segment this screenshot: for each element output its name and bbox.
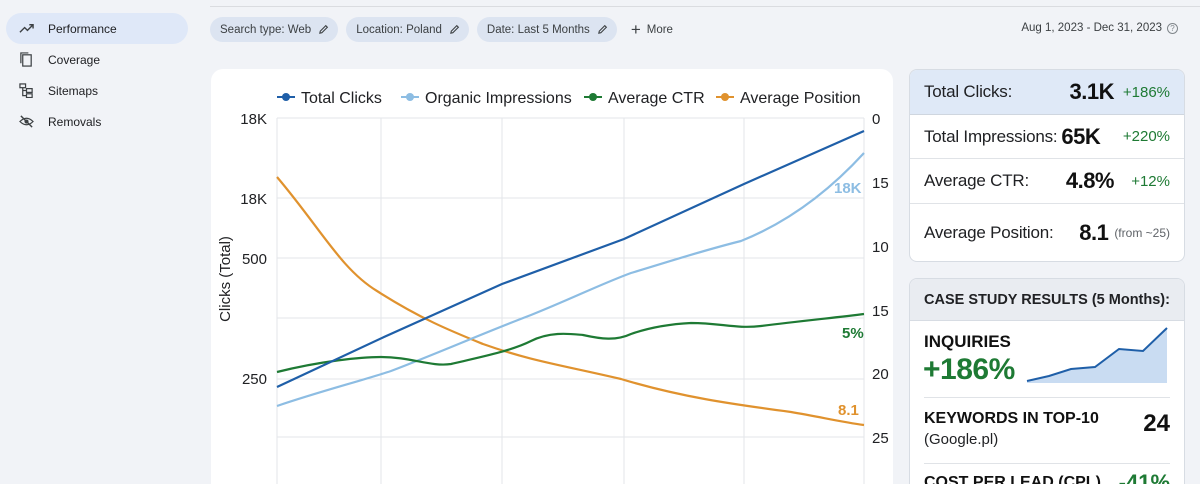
keywords-sub: (Google.pl) [924,431,999,448]
y-tick-label-left: 250 [242,371,267,388]
y-tick-label-right: 10 [872,239,889,256]
summary-stats-card: Total Clicks: 3.1K +186% Total Impressio… [909,69,1185,262]
edit-icon [318,24,329,35]
legend-label: Total Clicks [301,90,382,107]
stat-average-position: Average Position: 8.1 (from ~25) [910,204,1184,261]
filter-chip-location[interactable]: Location: Poland [346,17,469,42]
legend-label: Organic Impressions [425,90,572,107]
help-icon[interactable]: ? [1167,22,1178,34]
keywords-value: 24 [1143,410,1170,437]
date-range: Aug 1, 2023 - Dec 31, 2023 ? [1021,22,1178,34]
series-end-label: 8.1 [838,402,859,419]
stat-value: 8.1 [1079,220,1109,245]
cpl-value: -41% [1118,470,1170,484]
more-label: More [646,23,673,36]
series-end-label: 5% [842,325,864,342]
sidebar-item-label: Performance [48,21,117,36]
y-tick-label-right: 0 [872,111,880,128]
sidebar-item-label: Coverage [48,52,101,67]
sidebar-item-coverage[interactable]: Coverage [6,44,188,75]
y-tick-label-right: 25 [872,430,889,447]
stat-average-ctr: Average CTR: 4.8% +12% [910,159,1184,204]
sidebar: Performance Coverage Sitemaps Removals [0,0,195,484]
stat-total-clicks: Total Clicks: 3.1K +186% [910,70,1184,115]
legend-swatch-dot [721,93,729,101]
legend-label: Average Position [740,90,861,107]
divider [924,397,1170,398]
y-tick-label-left: 18K [240,191,267,208]
chip-label: Date: Last 5 Months [486,23,590,36]
stat-label: Average Position: [924,223,1054,242]
stat-value: 4.8% [1065,168,1115,193]
y-tick-label-right: 15 [872,303,889,320]
sidebar-item-label: Removals [48,114,102,129]
stat-label: Total Impressions: [924,126,1058,146]
inquiries-sparkline [1026,327,1168,383]
stat-value: 3.1K [1069,79,1115,104]
chip-label: Location: Poland [356,23,442,36]
sidebar-item-performance[interactable]: Performance [6,13,188,44]
cpl-label: COST PER LEAD (CPL) [924,474,1101,484]
filter-chip-search-type[interactable]: Search type: Web [210,17,339,42]
series-end-label: 18K [834,180,862,197]
y-tick-label-right: 20 [872,366,889,383]
filter-bar: Search type: Web Location: Poland Date: … [210,17,673,42]
trending-up-icon [18,21,34,37]
series-line-organic-impressions [276,152,865,408]
chip-label: Search type: Web [220,23,312,36]
stat-delta: +220% [1122,128,1170,145]
case-study-title: CASE STUDY RESULTS (5 Months): [910,279,1184,321]
series-line-average-position [276,176,865,427]
stat-total-impressions: Total Impressions: 65K +220% [910,115,1184,159]
edit-icon [597,24,608,35]
legend-swatch-dot [406,93,414,101]
date-range-text: Aug 1, 2023 - Dec 31, 2023 [1021,22,1162,34]
more-filters-button[interactable]: + More [631,21,673,38]
inquiries-value: +186% [923,353,1015,386]
stat-note: (from ~25) [1114,226,1170,240]
stat-delta: +12% [1131,172,1170,190]
divider [924,463,1170,464]
series-line-total-clicks [276,129,865,388]
edit-icon [449,24,460,35]
legend-swatch-dot [589,93,597,101]
keywords-label: KEYWORDS IN TOP-10 [924,410,1099,427]
y-tick-label-left: 18K [240,111,267,128]
series-line-average-ctr [276,312,865,374]
stat-label: Average CTR: [924,171,1029,190]
legend-label: Average CTR [608,90,705,107]
plus-icon: + [630,20,641,39]
y-tick-label-right: 15 [872,175,889,192]
sidebar-item-removals[interactable]: Removals [6,106,188,137]
sitemap-icon [18,83,34,99]
header-divider [210,6,1200,7]
legend-swatch-dot [282,93,290,101]
y-axis-title-left: Clicks (Total) [217,236,234,322]
eye-off-icon [18,114,34,130]
stat-label: Total Clicks: [924,82,1013,101]
inquiries-label: INQUIRIES [924,332,1011,351]
stat-value: 65K [1061,123,1101,149]
pages-icon [18,52,34,68]
sidebar-item-sitemaps[interactable]: Sitemaps [6,75,188,106]
stat-delta: +186% [1122,83,1170,101]
y-tick-label-left: 500 [242,251,267,268]
sidebar-item-label: Sitemaps [48,83,99,98]
case-study-card: CASE STUDY RESULTS (5 Months): INQUIRIES… [909,278,1185,484]
filter-chip-date[interactable]: Date: Last 5 Months [476,17,617,42]
